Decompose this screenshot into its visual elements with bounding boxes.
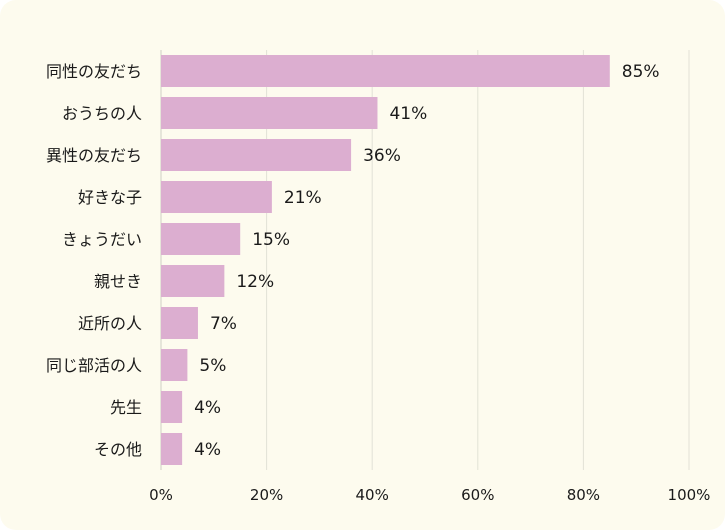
value-label: 21% — [284, 188, 322, 208]
category-label: 親せき — [94, 272, 142, 291]
value-labels: 85% 41% 36% 21% 15% 12% 7% 5% 4% 4% — [194, 62, 659, 460]
category-label: 好きな子 — [78, 188, 142, 207]
value-label: 12% — [236, 272, 274, 292]
category-label: きょうだい — [62, 230, 142, 249]
value-label: 4% — [194, 398, 221, 418]
value-label: 85% — [622, 62, 660, 82]
x-tick-label: 20% — [250, 486, 283, 504]
category-label: その他 — [94, 440, 142, 459]
bar — [161, 139, 352, 171]
bar — [161, 265, 225, 297]
category-label: 同じ部活の人 — [46, 356, 142, 375]
x-tick-label: 60% — [461, 486, 494, 504]
category-labels: 同性の友だちおうちの人異性の友だち好きな子きょうだい親せき近所の人同じ部活の人先… — [46, 62, 142, 459]
value-label: 36% — [363, 146, 401, 166]
value-label: 4% — [194, 440, 221, 460]
category-label: 異性の友だち — [46, 146, 142, 165]
bar — [161, 433, 183, 465]
bar — [161, 97, 378, 129]
value-label: 7% — [210, 314, 237, 334]
x-axis-tick-labels: 0% 20% 40% 60% 80% 100% — [149, 486, 710, 504]
category-label: 先生 — [110, 398, 142, 417]
value-label: 5% — [199, 356, 226, 376]
bars — [161, 55, 610, 465]
x-tick-label: 40% — [356, 486, 389, 504]
value-label: 41% — [389, 104, 427, 124]
category-label: 同性の友だち — [46, 62, 142, 81]
bar — [161, 349, 188, 381]
category-label: 近所の人 — [78, 314, 142, 333]
bar — [161, 391, 183, 423]
value-label: 15% — [252, 230, 290, 250]
bar — [161, 181, 272, 213]
x-tick-label: 80% — [567, 486, 600, 504]
bar — [161, 55, 610, 87]
bar — [161, 223, 241, 255]
x-tick-label: 0% — [149, 486, 173, 504]
x-tick-label: 100% — [668, 486, 711, 504]
category-label: おうちの人 — [62, 104, 142, 123]
bar — [161, 307, 198, 339]
